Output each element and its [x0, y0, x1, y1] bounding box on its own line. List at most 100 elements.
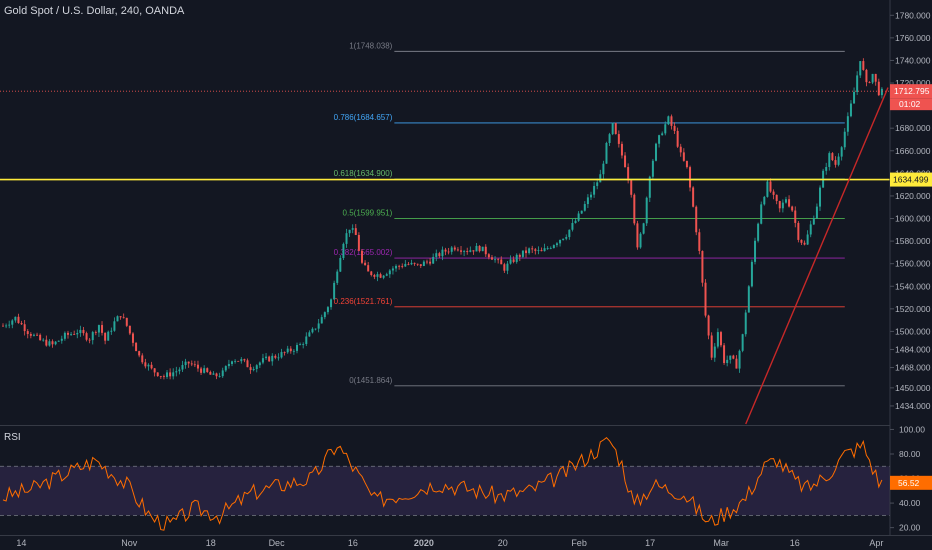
candle-body — [500, 259, 503, 265]
candle-body — [317, 323, 320, 329]
candle-body — [481, 246, 484, 252]
candle-body — [503, 264, 506, 271]
candle-body — [206, 368, 209, 372]
candle-body — [296, 345, 298, 351]
candle-body — [525, 250, 528, 254]
candle-body — [812, 218, 815, 225]
candle-body — [620, 143, 623, 156]
candle-body — [175, 371, 178, 373]
highlight-level-value: 1634.499 — [893, 175, 929, 185]
support-trendline[interactable] — [745, 87, 889, 425]
fib-level-label: 0.618(1634.900) — [334, 169, 393, 178]
candle-body — [654, 143, 657, 161]
candle-body — [153, 368, 156, 373]
candle-body — [469, 250, 472, 252]
highlight-level-tag — [890, 172, 932, 187]
candle-body — [729, 355, 732, 360]
candle-body — [410, 262, 413, 265]
candle-body — [138, 351, 141, 356]
candle-body — [113, 321, 116, 331]
candle-body — [707, 315, 710, 336]
candle-body — [667, 116, 670, 125]
candle-body — [200, 368, 203, 373]
candle-body — [73, 334, 76, 335]
candle-body — [76, 332, 79, 335]
candle-body — [580, 210, 583, 214]
candle-body — [750, 261, 753, 287]
candle-body — [141, 355, 144, 363]
candle-body — [586, 197, 589, 205]
candle-body — [184, 361, 187, 366]
candle-body — [395, 265, 398, 269]
time-tick-label: Dec — [269, 538, 286, 548]
fib-level-label: 0(1451.864) — [349, 376, 392, 385]
candle-body — [685, 160, 688, 168]
candle-body — [85, 333, 88, 340]
candle-body — [475, 245, 478, 252]
candle-body — [521, 250, 524, 257]
price-tick-label: 1468.000 — [895, 363, 931, 373]
candle-body — [611, 123, 614, 135]
candle-body — [237, 360, 240, 362]
candle-body — [45, 339, 48, 346]
candle-body — [243, 359, 246, 361]
candle-body — [549, 247, 552, 249]
candle-body — [42, 339, 45, 341]
candle-body — [70, 334, 73, 335]
time-tick-label: 2020 — [414, 538, 434, 548]
candle-body — [404, 263, 407, 267]
price-tick-label: 1620.000 — [895, 191, 931, 201]
rsi-line — [2, 437, 883, 531]
candle-body — [265, 356, 268, 359]
candle-body — [463, 250, 466, 252]
candle-body — [769, 181, 772, 192]
candle-body — [227, 363, 230, 367]
candle-body — [360, 250, 363, 263]
price-tick-label: 1740.000 — [895, 55, 931, 65]
candle-body — [292, 350, 295, 352]
candle-body — [732, 355, 735, 359]
rsi-last-value: 56.52 — [898, 478, 920, 488]
candle-body — [478, 245, 481, 252]
candle-body — [91, 332, 94, 341]
candle-body — [209, 371, 212, 375]
candle-body — [670, 116, 673, 126]
candle-body — [125, 317, 128, 326]
candle-body — [54, 341, 57, 345]
candle-body — [605, 142, 608, 164]
candle-body — [803, 242, 806, 245]
fib-level-label: 0.5(1599.951) — [343, 209, 393, 218]
candle-body — [63, 332, 66, 339]
candle-body — [775, 194, 778, 202]
candle-body — [435, 253, 438, 257]
candle-body — [305, 336, 308, 345]
candle-body — [51, 341, 54, 345]
candle-body — [299, 344, 302, 346]
candle-body — [531, 248, 534, 250]
price-tick-label: 1520.000 — [895, 304, 931, 314]
candle-body — [645, 197, 648, 224]
fib-level-label: 0.382(1565.002) — [334, 248, 393, 257]
candle-body — [874, 73, 877, 82]
candle-body — [781, 202, 784, 209]
chart-title: Gold Spot / U.S. Dollar, 240, OANDA — [4, 5, 185, 17]
candle-body — [419, 264, 422, 266]
candle-body — [255, 365, 258, 370]
candle-body — [60, 338, 63, 341]
candle-body — [806, 234, 809, 245]
candle-body — [559, 239, 562, 244]
price-tick-label: 1680.000 — [895, 123, 931, 133]
candle-body — [277, 357, 280, 359]
candle-body — [128, 325, 131, 334]
candle-body — [249, 367, 252, 371]
candle-body — [689, 167, 692, 188]
price-tick-label: 1760.000 — [895, 33, 931, 43]
candle-body — [438, 253, 441, 257]
candle-body — [172, 372, 175, 377]
candle-body — [596, 182, 599, 186]
candle-body — [540, 250, 543, 252]
candle-body — [614, 123, 617, 135]
candle-body — [784, 199, 787, 203]
